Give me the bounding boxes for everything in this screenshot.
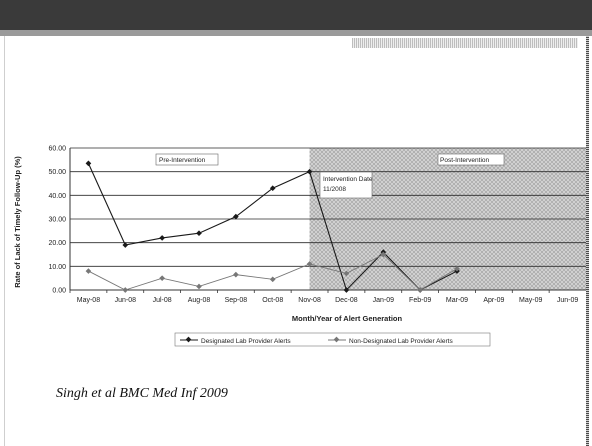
data-point-non-designated — [159, 275, 165, 281]
citation: Singh et al BMC Med Inf 2009 — [56, 386, 228, 401]
x-tick-label: May-09 — [519, 297, 542, 304]
x-tick-labels: May-08 Jun-08 Jul-08 Aug-08 Sep-08 Oct-08 Nov-… — [77, 297, 579, 304]
x-tick-label: Aug-08 — [188, 297, 211, 304]
series-lines — [85, 160, 460, 293]
data-point-non-designated — [85, 268, 92, 274]
annotations: Pre-Intervention Post-Intervention Inter… — [155, 153, 505, 199]
x-tick-label: Nov-08 — [298, 297, 321, 304]
accent-strip — [352, 38, 578, 48]
slide-border-left — [4, 36, 5, 446]
y-tick-label: 50.00 — [48, 169, 66, 176]
legend-marker-designated — [185, 336, 192, 343]
intervention-date-label: Intervention Date — [323, 176, 373, 183]
x-tick-label: Jan-09 — [373, 297, 395, 304]
data-point-designated — [122, 242, 129, 248]
y-tick-label: 20.00 — [48, 240, 66, 247]
x-tick-label: Dec-08 — [335, 297, 358, 304]
y-tick-label: 60.00 — [48, 146, 66, 153]
data-point-designated — [85, 160, 92, 167]
axes — [69, 148, 586, 293]
data-point-designated — [306, 168, 313, 175]
data-point-non-designated — [196, 283, 202, 290]
pre-intervention-label: Pre-Intervention — [159, 157, 206, 164]
data-point-non-designated — [122, 287, 129, 293]
legend: Designated Lab Provider Alerts Non-Desig… — [174, 332, 491, 347]
intervention-date-box — [319, 171, 373, 199]
x-tick-label: Jun-09 — [557, 297, 579, 304]
data-point-non-designated — [306, 261, 313, 267]
title-bar — [0, 0, 592, 30]
y-tick-label: 0.00 — [52, 288, 66, 295]
legend-marker-non-designated — [333, 336, 340, 343]
data-point-designated — [343, 287, 350, 293]
post-intervention-box — [437, 153, 505, 166]
x-axis-title: Month/Year of Alert Generation — [292, 314, 403, 323]
data-point-non-designated — [343, 270, 350, 277]
y-tick-label: 40.00 — [48, 193, 66, 200]
legend-label-designated: Designated Lab Provider Alerts — [201, 338, 291, 345]
y-axis-title: Rate of Lack of Timely Follow-Up (%) — [13, 156, 22, 288]
x-tick-label: Jun-08 — [115, 297, 137, 304]
x-tick-label: Jul-08 — [153, 297, 172, 304]
pre-intervention-box — [155, 153, 219, 166]
data-point-designated — [159, 235, 165, 241]
x-tick-label: Oct-08 — [262, 297, 283, 304]
x-tick-label: May-08 — [77, 297, 100, 304]
post-intervention-label: Post-Intervention — [440, 157, 490, 164]
data-point-non-designated — [233, 271, 239, 278]
data-point-non-designated — [269, 276, 276, 283]
x-tick-label: Feb-09 — [409, 297, 431, 304]
data-point-designated — [196, 230, 202, 237]
data-point-non-designated — [380, 251, 387, 258]
intervention-date-value: 11/2008 — [323, 186, 346, 193]
x-tick-label: Mar-09 — [446, 297, 468, 304]
data-point-non-designated — [454, 265, 460, 272]
data-point-designated — [233, 213, 239, 220]
y-tick-label: 10.00 — [48, 264, 66, 271]
x-tick-label: Sep-08 — [225, 297, 248, 304]
data-point-non-designated — [417, 287, 423, 293]
x-tick-label: Apr-09 — [483, 297, 504, 304]
data-point-designated — [269, 185, 276, 192]
title-rule — [0, 30, 592, 36]
y-tick-label: 30.00 — [48, 217, 66, 224]
legend-label-non-designated: Non-Designated Lab Provider Alerts — [349, 338, 453, 345]
y-tick-labels: 0.00 10.00 20.00 30.00 40.00 50.00 60.00 — [48, 146, 66, 295]
slide-border-right — [586, 36, 589, 446]
